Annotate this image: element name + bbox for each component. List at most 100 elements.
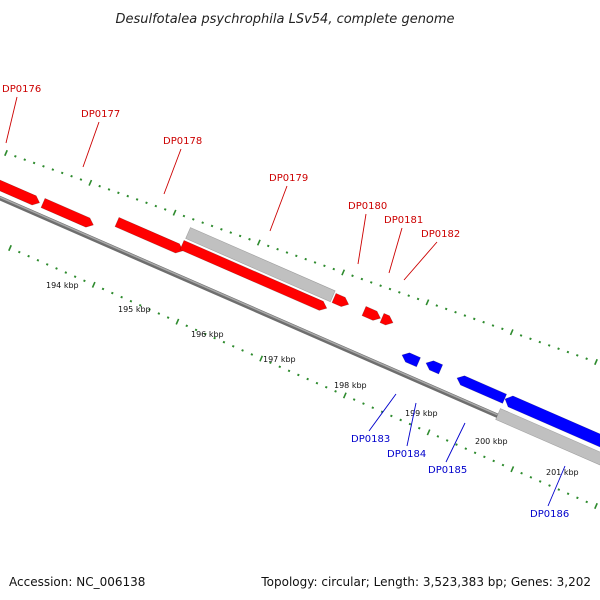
inner-track-minor-tick (138, 304, 142, 307)
inner-track-minor-tick (473, 451, 477, 455)
inner-track-minor-tick (306, 377, 309, 381)
outer-track-minor-tick (79, 178, 83, 181)
gene-label-dp0183: DP0183 (351, 434, 390, 445)
scale-label: 198 kbp (334, 381, 367, 390)
inner-track-minor-tick (120, 295, 123, 299)
outer-track-minor-tick (360, 277, 364, 281)
outer-track-minor-tick (51, 168, 55, 171)
outer-track-minor-tick (32, 161, 36, 165)
outer-track-minor-tick (379, 284, 382, 288)
outer-track-minor-tick (304, 257, 307, 261)
gene-arrow-dp0180 (331, 293, 350, 307)
outer-track-minor-tick (70, 174, 73, 178)
inner-track-minor-tick (231, 344, 235, 348)
gene-label-dp0181: DP0181 (384, 215, 423, 226)
inner-track-minor-tick (520, 471, 523, 475)
gene-arrow-dp0185 (456, 375, 507, 404)
outer-track-minor-tick (557, 347, 560, 351)
inner-track-minor-tick (585, 500, 589, 504)
outer-track-minor-tick (369, 281, 373, 284)
forward-gene-track (0, 179, 394, 326)
gene-arrow-dp0181 (361, 306, 381, 321)
outer-track-minor-tick (407, 294, 411, 297)
outer-track-minor-tick (566, 350, 570, 354)
inner-track-minor-tick (27, 254, 30, 258)
inner-track-minor-tick (204, 332, 207, 336)
outer-tick-track (4, 149, 598, 366)
outer-track-minor-tick (154, 204, 158, 208)
gene-leader-line (547, 465, 566, 507)
inner-track-minor-tick (83, 279, 86, 283)
outer-track-minor-tick (313, 261, 317, 264)
inner-track-minor-tick (194, 328, 198, 332)
outer-track-minor-tick (454, 310, 457, 314)
outer-track-minor-tick (388, 287, 392, 291)
inner-track-minor-tick (17, 250, 21, 254)
outer-track-major-tick (509, 329, 514, 336)
outer-track-minor-tick (463, 314, 467, 317)
reverse-gene-track (401, 352, 600, 466)
inner-track-minor-tick (380, 410, 384, 414)
outer-track-minor-tick (285, 251, 289, 254)
outer-track-minor-tick (248, 237, 251, 241)
inner-track-minor-tick (250, 353, 254, 356)
inner-track-major-tick (8, 244, 12, 252)
outer-track-minor-tick (519, 334, 523, 337)
outer-track-minor-tick (163, 208, 167, 211)
inner-track-minor-tick (576, 496, 579, 500)
scale-label: 197 kbp (263, 355, 296, 364)
inner-track-minor-tick (73, 275, 77, 278)
gene-label-dp0180: DP0180 (348, 201, 387, 212)
inner-track-minor-tick (445, 439, 449, 442)
gene-label-dp0182: DP0182 (421, 229, 460, 240)
inner-track-minor-tick (213, 336, 216, 340)
outer-track-minor-tick (135, 198, 139, 201)
inner-track-minor-tick (483, 455, 486, 459)
scale-labels: 194 kbp 195 kbp 196 kbp 197 kbp 198 kbp 199 k… (46, 281, 579, 477)
outer-track-minor-tick (332, 267, 336, 271)
outer-track-minor-tick (42, 164, 45, 168)
inner-track-minor-tick (464, 447, 468, 450)
inner-track-minor-tick (64, 271, 68, 274)
outer-track-minor-tick (60, 171, 64, 175)
gene-label-dp0184: DP0184 (387, 449, 426, 460)
outer-track-minor-tick (295, 254, 298, 258)
outer-track-minor-tick (575, 354, 579, 357)
inner-track-minor-tick (315, 381, 319, 385)
inner-tick-track (8, 244, 598, 510)
outer-track-minor-tick (435, 304, 439, 307)
inner-track-minor-tick (455, 443, 458, 446)
inner-track-minor-tick (111, 291, 114, 295)
gene-label-dp0177: DP0177 (81, 109, 120, 120)
outer-track-minor-tick (182, 214, 186, 218)
inner-track-minor-tick (390, 414, 393, 418)
outer-track-major-tick (172, 209, 177, 216)
scale-label: 199 kbp (405, 409, 438, 418)
gene-arrow-dp0186 (504, 395, 600, 448)
genome-summary-text: Topology: circular; Length: 3,523,383 bp… (260, 575, 591, 589)
inner-track-minor-tick (148, 308, 151, 311)
pseudogene-block (495, 408, 600, 466)
map-title: Desulfotalea psychrophila LSv54, complet… (115, 12, 454, 27)
gene-leader-line (163, 148, 182, 195)
gene-label-dp0186: DP0186 (530, 509, 569, 520)
inner-track-minor-tick (362, 402, 365, 405)
gene-arrow-dp0182 (379, 313, 394, 326)
outer-track-minor-tick (472, 317, 476, 321)
outer-track-minor-tick (23, 158, 27, 161)
outer-track-minor-tick (266, 244, 270, 248)
outer-track-minor-tick (107, 188, 111, 191)
gene-leader-line (368, 393, 397, 432)
gene-label-dp0178: DP0178 (163, 136, 202, 147)
inner-track-minor-tick (417, 426, 421, 430)
inner-track-major-tick (342, 392, 347, 399)
outer-track-major-tick (425, 299, 430, 306)
outer-track-minor-tick (416, 297, 420, 301)
gene-arrow-dp0176 (0, 179, 41, 206)
outer-track-minor-tick (398, 291, 401, 294)
inner-track-minor-tick (101, 287, 105, 291)
inner-track-minor-tick (352, 398, 356, 401)
outer-track-minor-tick (126, 194, 130, 198)
gene-leader-line (445, 422, 466, 463)
